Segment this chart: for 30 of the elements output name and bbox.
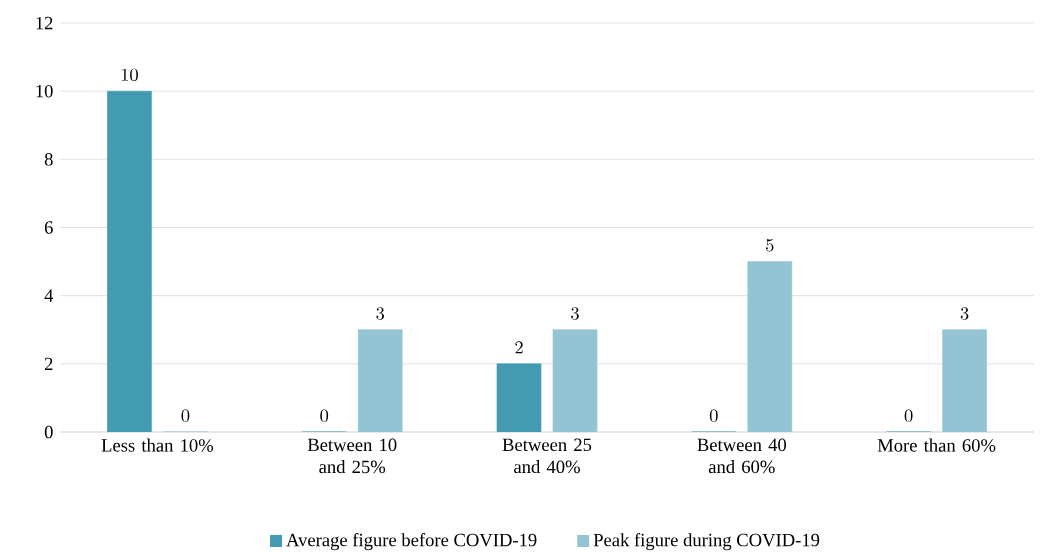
legend-label: Peak figure during COVID-19 bbox=[593, 533, 820, 551]
data-label: 5 bbox=[766, 239, 774, 252]
data-label: 3 bbox=[571, 307, 579, 320]
data-label: 2 bbox=[515, 341, 523, 354]
y-tick-label: 8 bbox=[44, 153, 53, 166]
y-tick-label: 2 bbox=[44, 357, 53, 370]
bar bbox=[496, 363, 542, 432]
bar bbox=[747, 261, 793, 432]
x-tick-label: Less than 10% bbox=[101, 438, 214, 452]
y-tick-label: 4 bbox=[44, 289, 54, 302]
y-tick-label: 10 bbox=[36, 84, 53, 98]
bar bbox=[552, 329, 598, 432]
y-tick-label: 12 bbox=[36, 16, 53, 30]
bar bbox=[942, 329, 987, 432]
data-label: 0 bbox=[320, 409, 329, 422]
data-label: 0 bbox=[904, 409, 913, 422]
data-label: 3 bbox=[376, 307, 385, 320]
bar bbox=[107, 90, 152, 432]
y-tick-label: 0 bbox=[44, 425, 53, 439]
y-tick-label: 6 bbox=[44, 221, 53, 234]
x-tick-label: More than 60% bbox=[877, 438, 996, 452]
data-label: 0 bbox=[709, 409, 718, 422]
data-label: 0 bbox=[181, 409, 190, 422]
legend-label: Average figure before COVID-19 bbox=[286, 533, 537, 551]
bar bbox=[357, 329, 403, 432]
x-tick-label: Between 10 and 25% bbox=[307, 438, 397, 474]
x-tick-label: Between 25 and 40% bbox=[502, 438, 592, 474]
data-label: 10 bbox=[121, 68, 138, 82]
x-tick-label: Between 40 and 60% bbox=[697, 438, 787, 474]
data-label: 3 bbox=[960, 307, 969, 320]
